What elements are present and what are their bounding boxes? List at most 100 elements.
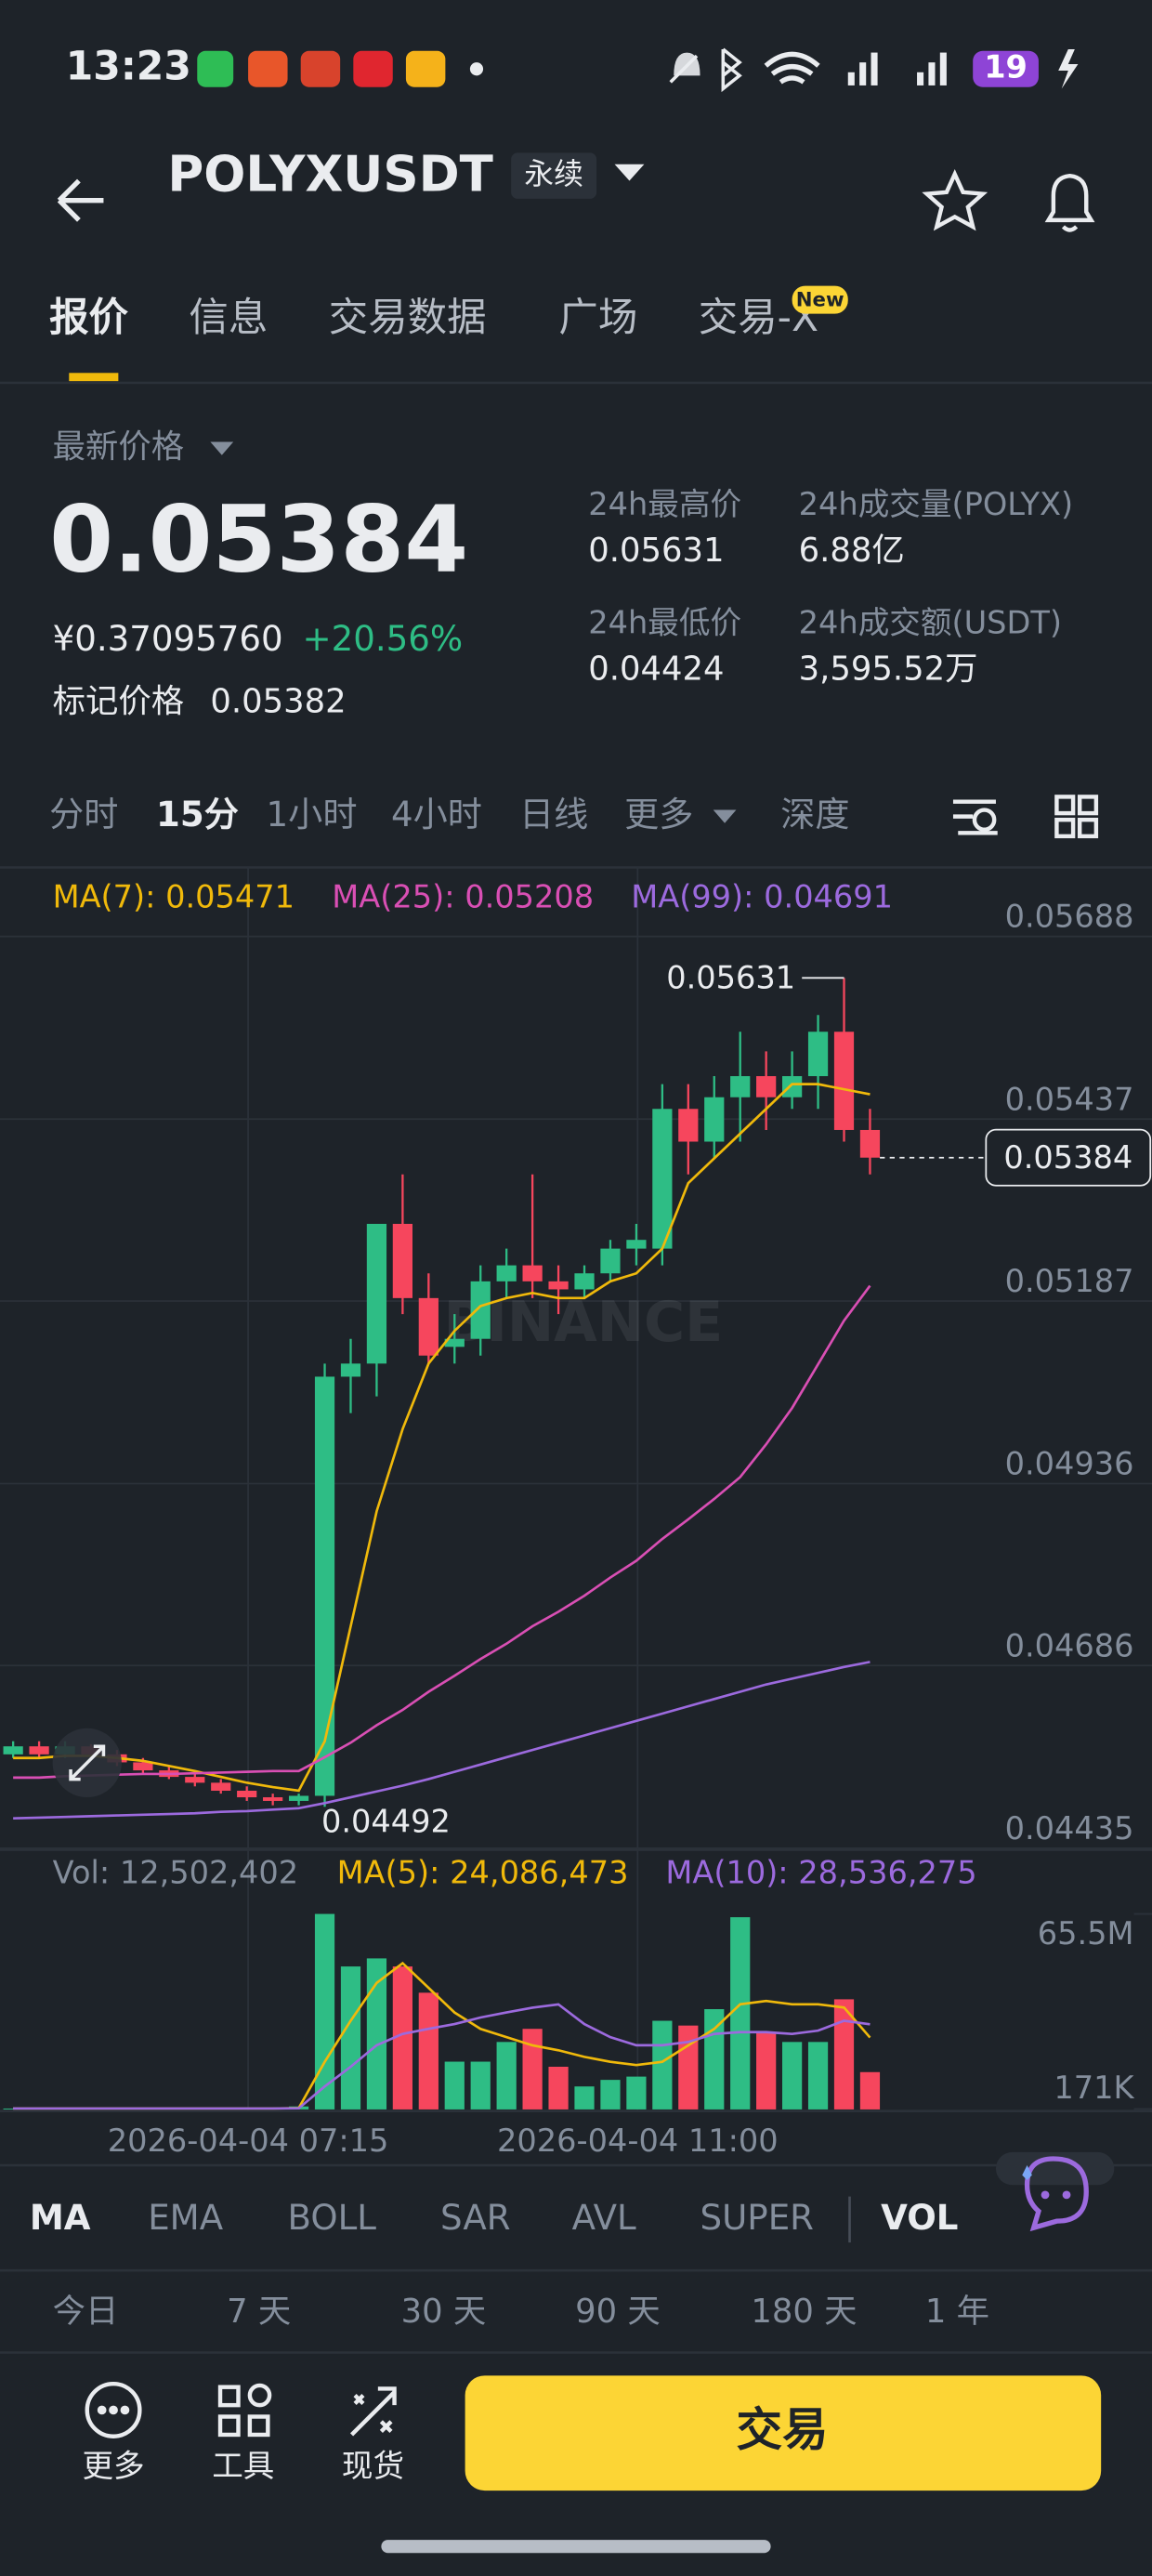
range[interactable]: 今日	[53, 2293, 119, 2331]
volume-bar	[781, 2042, 803, 2109]
candle-body	[185, 1777, 205, 1783]
interval[interactable]: 日线	[519, 795, 588, 835]
volume-ma-line	[13, 2003, 871, 2110]
volume-bar	[678, 2025, 699, 2109]
volume-bar	[392, 1966, 412, 2109]
candle-body	[392, 1223, 412, 1298]
y-tick-label: 0.04686	[1005, 1627, 1134, 1663]
x-tick-label: 2026-04-04 07:15	[108, 2123, 389, 2159]
stat-label: 24h成交额(USDT)	[799, 604, 1062, 640]
y-tick-label: 0.05437	[1005, 1081, 1134, 1117]
candle-body	[600, 1248, 621, 1274]
chart: 0.05688 0.05437 0.05187 0.04936 0.04686 0.044…	[0, 867, 1152, 2159]
candle-body	[133, 1762, 153, 1771]
bottom-icons	[85, 2381, 397, 2438]
indicator[interactable]: SUPER	[700, 2198, 814, 2238]
mark-price: 0.05382	[210, 683, 346, 721]
candle-body	[548, 1281, 569, 1290]
bottom-button[interactable]: 工具	[212, 2448, 274, 2484]
volume-bar	[548, 2066, 569, 2109]
interval[interactable]: 分时	[49, 795, 118, 835]
back-button[interactable]	[57, 178, 104, 222]
tab[interactable]: 广场	[558, 296, 637, 341]
x-tick-label: 2026-04-04 11:00	[497, 2123, 779, 2159]
bottom-bar: 更多 工具 现货	[82, 2448, 404, 2484]
stat-value: 0.05631	[588, 532, 724, 570]
candle-body	[730, 1076, 751, 1097]
stat-label: 24h最高价	[588, 486, 741, 522]
y-tick-label: 0.05688	[1005, 899, 1134, 935]
range[interactable]: 1 年	[925, 2293, 989, 2331]
badge-bg	[792, 285, 848, 314]
candle-body	[418, 1297, 439, 1356]
candle-body	[496, 1265, 517, 1281]
indicator[interactable]: MA	[30, 2198, 91, 2238]
ma-legend: MA(99): 0.04691	[631, 879, 893, 915]
volume-legend: Vol: 12,502,402	[53, 1855, 299, 1891]
candle-body	[704, 1097, 725, 1142]
favorite-button[interactable]	[922, 169, 988, 231]
price-dropdown[interactable]	[210, 441, 234, 455]
candle-body	[444, 1338, 465, 1347]
volume-bar	[418, 1992, 439, 2109]
stats: 24h最高价 0.05631 24h成交量(POLYX) 6.88亿 24h最低价 0.0…	[588, 486, 1073, 688]
y-tick-label: 0.04936	[1005, 1446, 1134, 1482]
bottom-button[interactable]: 更多	[82, 2448, 144, 2484]
candle-body	[288, 1795, 309, 1801]
tab[interactable]: 信息	[189, 296, 268, 341]
volume-bar	[730, 1917, 751, 2109]
alert-button[interactable]	[1044, 173, 1095, 232]
contract-tag: 永续	[524, 156, 583, 191]
ma-legend: MA(25): 0.05208	[332, 879, 594, 915]
bottom-button[interactable]: 现货	[342, 2448, 404, 2484]
candle-body	[678, 1109, 699, 1142]
tab-indicator	[69, 373, 119, 382]
range[interactable]: 7 天	[227, 2293, 291, 2331]
tab[interactable]: 报价	[49, 296, 128, 341]
interval[interactable]: 1小时	[267, 795, 358, 835]
volume-bar	[600, 2080, 621, 2109]
candle-body	[314, 1376, 335, 1796]
battery-level: 19	[984, 49, 1028, 85]
indicator[interactable]: AVL	[572, 2198, 636, 2238]
candle-body	[263, 1797, 283, 1801]
interval[interactable]: 深度	[780, 795, 849, 835]
intervals: 分时 15分 1小时 4小时 日线 更多 深度	[49, 795, 849, 835]
indicator[interactable]: EMA	[148, 2198, 224, 2238]
expand-button[interactable]	[52, 1728, 122, 1798]
volume-bar	[626, 2076, 647, 2109]
trade-button[interactable]	[465, 2375, 1102, 2491]
interval[interactable]: 4小时	[391, 795, 482, 835]
candle-body	[470, 1281, 491, 1339]
volume-bar	[444, 2061, 465, 2109]
mark-label: 标记价格	[53, 683, 184, 721]
indicator[interactable]: VOL	[881, 2198, 958, 2238]
y-tick-label: 0.05187	[1005, 1263, 1134, 1299]
low-label: 0.04492	[321, 1803, 451, 1839]
volume-bar	[470, 2061, 491, 2109]
interval[interactable]: 15分	[156, 795, 239, 835]
range[interactable]: 180 天	[751, 2293, 857, 2331]
high-label: 0.05631	[666, 960, 795, 996]
interval[interactable]: 更多	[624, 795, 693, 835]
status-icons	[669, 47, 1079, 93]
tab[interactable]: 交易数据	[329, 296, 487, 341]
more-dropdown[interactable]	[713, 809, 737, 823]
range[interactable]: 30 天	[401, 2293, 487, 2331]
range[interactable]: 90 天	[575, 2293, 661, 2331]
y-tick-label: 0.04435	[1005, 1810, 1134, 1847]
candle-body	[574, 1273, 595, 1290]
ma-legend: MA(7): 0.05471	[53, 879, 295, 915]
indicator[interactable]: SAR	[440, 2198, 510, 2238]
assistant-button[interactable]	[995, 2151, 1115, 2232]
stat-label: 24h成交量(POLYX)	[799, 486, 1073, 522]
status-time: 13:23	[66, 45, 191, 90]
candle-body	[211, 1782, 231, 1791]
volume-bar	[704, 2009, 725, 2109]
indicator[interactable]: BOLL	[288, 2198, 377, 2238]
symbol-dropdown[interactable]	[614, 164, 645, 181]
candle-body	[756, 1076, 777, 1097]
price-cny: ¥0.37095760	[53, 619, 283, 659]
candle-body	[366, 1223, 387, 1364]
tab-badge: New	[796, 289, 844, 312]
